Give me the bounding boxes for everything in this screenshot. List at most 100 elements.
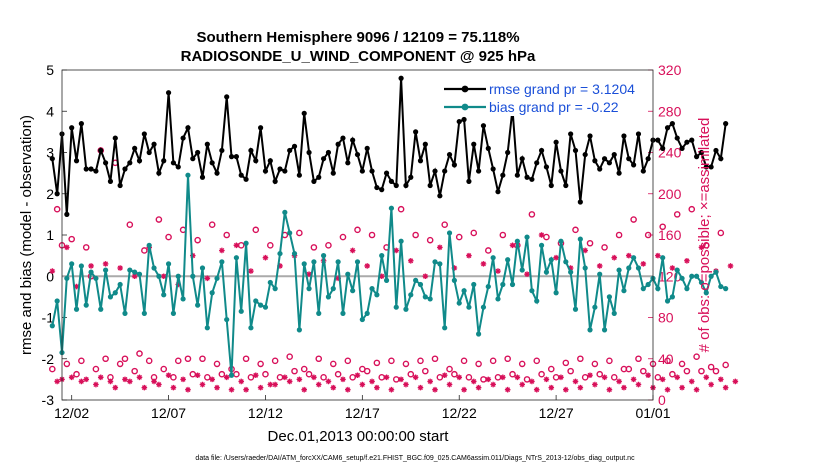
obs-possible-point xyxy=(344,357,352,365)
data-file-footer: data file: /Users/raeder/DAI/ATM_forcXX/… xyxy=(195,455,635,462)
obs-possible-point xyxy=(329,360,337,368)
y-axis-right-label: # of obs: o=possible; ×=assimilated xyxy=(696,118,713,353)
obs-assimilated-point xyxy=(160,273,167,280)
obs-assimilated-point xyxy=(688,378,695,385)
obs-assimilated-point xyxy=(553,254,559,261)
rmse-point xyxy=(112,135,118,141)
rmse-point xyxy=(107,178,114,184)
bias-point xyxy=(577,236,583,242)
rmse-point xyxy=(698,149,705,156)
obs-possible-point xyxy=(562,359,570,367)
bias-point xyxy=(146,242,152,248)
plot-frame xyxy=(61,69,654,401)
obs-assimilated-point xyxy=(122,376,128,383)
y-right-tick-label: 80 xyxy=(658,310,674,326)
obs-possible-point xyxy=(160,365,168,373)
obs-assimilated-point xyxy=(359,381,366,388)
rmse-point xyxy=(626,156,632,162)
bias-point xyxy=(563,259,569,265)
obs-assimilated-point xyxy=(349,247,356,254)
rmse-point xyxy=(693,154,700,160)
obs-possible-point xyxy=(436,374,444,381)
rmse-point xyxy=(49,156,55,162)
obs-possible-point xyxy=(470,229,478,237)
obs-possible-point xyxy=(286,353,293,360)
obs-possible-point xyxy=(431,355,439,363)
bias-point xyxy=(383,277,390,283)
obs-possible-point xyxy=(615,231,623,239)
obs-assimilated-point xyxy=(708,381,714,388)
rmse-point xyxy=(243,176,249,182)
obs-possible-point xyxy=(141,247,148,254)
obs-possible-point xyxy=(722,361,729,369)
rmse-point xyxy=(296,172,302,178)
rmse-point xyxy=(262,168,269,174)
obs-possible-point xyxy=(659,223,666,231)
bias-point xyxy=(253,298,259,304)
rmse-point xyxy=(170,160,177,166)
bias-point xyxy=(374,292,380,298)
rmse-point xyxy=(185,125,191,131)
obs-assimilated-point xyxy=(451,265,458,271)
obs-assimilated-point xyxy=(311,374,317,381)
bias-point xyxy=(645,281,651,288)
rmse-point xyxy=(446,151,453,158)
obs-possible-point xyxy=(698,367,705,375)
rmse-point xyxy=(258,125,264,131)
rmse-point xyxy=(73,158,80,164)
obs-assimilated-point xyxy=(180,376,186,383)
obs-possible-point xyxy=(688,205,696,213)
y-axis-left-label: rmse and bias (model - observation) xyxy=(18,115,35,355)
bias-point xyxy=(461,288,467,294)
x-tick-label: 12/17 xyxy=(345,405,380,421)
obs-assimilated-point xyxy=(592,381,598,388)
rmse-point xyxy=(204,141,210,147)
obs-assimilated-point xyxy=(223,374,230,381)
obs-possible-point xyxy=(49,365,56,373)
rmse-point xyxy=(621,133,627,139)
bias-point xyxy=(330,286,336,292)
obs-possible-point xyxy=(528,211,536,218)
obs-assimilated-point xyxy=(475,384,482,391)
obs-assimilated-point xyxy=(480,261,487,267)
bias-series-line xyxy=(51,175,727,376)
obs-possible-point xyxy=(683,367,691,375)
obs-assimilated-point xyxy=(582,247,588,254)
obs-assimilated-point xyxy=(209,376,215,383)
obs-assimilated-point xyxy=(635,381,642,388)
obs-possible-point xyxy=(145,357,153,365)
obs-assimilated-point xyxy=(616,378,622,385)
bias-point xyxy=(631,255,637,261)
obs-possible-point xyxy=(388,357,395,365)
y-left-tick-label: 2 xyxy=(46,186,54,202)
bias-point xyxy=(616,267,622,273)
obs-possible-point xyxy=(354,226,361,234)
obs-assimilated-point xyxy=(228,386,235,393)
obs-possible-point xyxy=(218,370,226,378)
obs-possible-point xyxy=(247,374,255,381)
obs-assimilated-point xyxy=(151,378,157,385)
obs-assimilated-point xyxy=(301,386,308,393)
obs-assimilated-point xyxy=(233,242,240,249)
bias-point xyxy=(122,310,128,316)
rmse-point xyxy=(233,154,239,160)
bias-point xyxy=(233,255,239,261)
bias-point xyxy=(635,265,642,271)
obs-possible-point xyxy=(242,355,250,363)
bias-point xyxy=(490,255,496,261)
bias-point xyxy=(141,310,147,316)
rmse-point xyxy=(505,149,511,156)
obs-possible-point xyxy=(92,365,100,373)
obs-possible-point xyxy=(305,370,313,378)
obs-possible-point xyxy=(640,367,647,375)
rmse-point xyxy=(364,145,370,151)
obs-possible-point xyxy=(451,370,458,378)
bias-point xyxy=(78,263,84,269)
rmse-point xyxy=(253,158,259,164)
bias-point xyxy=(698,279,705,286)
obs-possible-point xyxy=(368,231,376,239)
bias-point xyxy=(466,304,472,310)
obs-assimilated-point xyxy=(485,376,492,383)
obs-assimilated-point xyxy=(282,374,288,381)
bias-point xyxy=(180,296,186,302)
